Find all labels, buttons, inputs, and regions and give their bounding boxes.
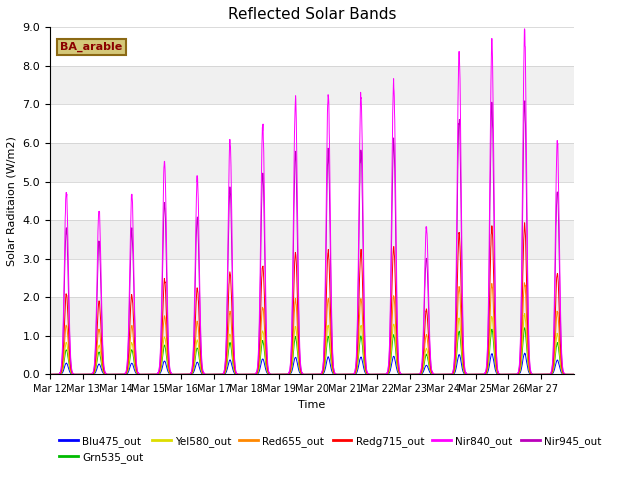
Nir840_out	[521, 26, 529, 32]
Nir840_out	[211, 372, 219, 377]
Redg715_out	[46, 372, 54, 377]
Nir945_out	[211, 372, 219, 377]
Blu475_out	[563, 372, 570, 377]
Red655_out	[563, 372, 570, 377]
Redg715_out	[469, 372, 477, 377]
Line: Red655_out: Red655_out	[50, 283, 573, 374]
Nir840_out	[46, 372, 54, 377]
Yel580_out	[499, 372, 507, 377]
Blu475_out	[570, 372, 577, 377]
Redg715_out	[99, 352, 106, 358]
Line: Blu475_out: Blu475_out	[50, 353, 573, 374]
Line: Grn535_out: Grn535_out	[50, 328, 573, 374]
Blu475_out	[499, 372, 507, 377]
Blu475_out	[46, 372, 54, 377]
Nir840_out	[99, 327, 106, 333]
Line: Yel580_out: Yel580_out	[50, 313, 573, 374]
Red655_out	[343, 372, 351, 377]
Nir945_out	[469, 372, 477, 377]
Yel580_out	[521, 311, 529, 316]
Red655_out	[211, 372, 219, 377]
Nir945_out	[521, 98, 529, 104]
Red655_out	[570, 372, 577, 377]
Redg715_out	[499, 372, 507, 377]
Yel580_out	[46, 372, 54, 377]
Grn535_out	[99, 366, 106, 372]
Bar	[50, 27, 573, 66]
Grn535_out	[499, 372, 507, 377]
Red655_out	[99, 359, 106, 365]
Nir840_out	[570, 372, 577, 377]
Line: Nir840_out: Nir840_out	[50, 29, 573, 374]
Grn535_out	[570, 372, 577, 377]
Line: Redg715_out: Redg715_out	[50, 223, 573, 374]
Nir945_out	[570, 372, 577, 377]
Grn535_out	[211, 372, 219, 377]
Yel580_out	[343, 372, 351, 377]
Blu475_out	[99, 369, 106, 374]
Blu475_out	[343, 372, 351, 377]
Yel580_out	[211, 372, 219, 377]
Bar	[50, 259, 573, 297]
Yel580_out	[469, 372, 477, 377]
Red655_out	[499, 372, 507, 377]
X-axis label: Time: Time	[298, 400, 326, 409]
Red655_out	[46, 372, 54, 377]
Nir945_out	[563, 372, 570, 377]
Red655_out	[469, 372, 477, 377]
Redg715_out	[570, 372, 577, 377]
Grn535_out	[521, 325, 529, 331]
Yel580_out	[99, 364, 106, 370]
Nir945_out	[499, 372, 507, 377]
Nir840_out	[499, 372, 507, 377]
Blu475_out	[211, 372, 219, 377]
Legend: Blu475_out, Grn535_out, Yel580_out, Red655_out, Redg715_out, Nir840_out, Nir945_: Blu475_out, Grn535_out, Yel580_out, Red6…	[55, 432, 605, 467]
Text: BA_arable: BA_arable	[60, 42, 123, 52]
Title: Reflected Solar Bands: Reflected Solar Bands	[228, 7, 396, 22]
Yel580_out	[563, 372, 570, 377]
Nir840_out	[563, 372, 570, 377]
Bar	[50, 105, 573, 143]
Redg715_out	[521, 220, 529, 226]
Nir945_out	[99, 336, 106, 342]
Redg715_out	[211, 372, 219, 377]
Bar	[50, 336, 573, 374]
Blu475_out	[521, 350, 529, 356]
Nir840_out	[469, 372, 477, 377]
Grn535_out	[563, 372, 570, 377]
Yel580_out	[570, 372, 577, 377]
Grn535_out	[46, 372, 54, 377]
Redg715_out	[343, 372, 351, 377]
Nir945_out	[343, 372, 351, 377]
Nir945_out	[46, 372, 54, 377]
Line: Nir945_out: Nir945_out	[50, 101, 573, 374]
Blu475_out	[469, 372, 477, 377]
Y-axis label: Solar Raditaion (W/m2): Solar Raditaion (W/m2)	[7, 136, 17, 266]
Grn535_out	[469, 372, 477, 377]
Redg715_out	[563, 372, 570, 377]
Red655_out	[520, 280, 528, 286]
Bar	[50, 181, 573, 220]
Grn535_out	[343, 372, 351, 377]
Nir840_out	[343, 372, 351, 377]
